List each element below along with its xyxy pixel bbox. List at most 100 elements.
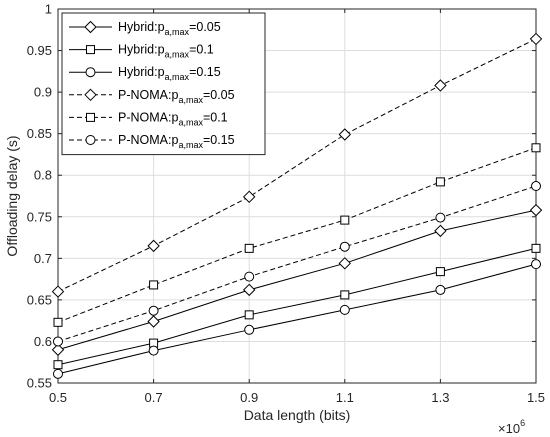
data-point-marker [529,32,543,46]
data-point-marker [531,181,541,192]
data-point-marker [148,305,159,316]
data-point-marker [244,271,255,282]
legend-entry: Hybrid:pa,max=0.15 [69,65,221,82]
legend-entry: Hybrid:pa,max=0.1 [69,43,214,60]
data-point-marker [340,290,350,300]
data-point-marker [242,283,256,297]
series-3 [53,259,541,379]
data-point-marker [53,336,63,347]
data-point-marker [338,128,352,141]
y-tick-label: 0.95 [27,43,52,58]
legend-box [61,12,266,156]
y-tick-label: 0.65 [27,292,52,307]
legend-marker [86,112,95,122]
legend-label: Hybrid:pa,max=0.1 [118,43,214,60]
data-point-marker [435,267,445,277]
series-line [57,247,537,366]
x-tick-label: 0.7 [145,390,163,405]
legend-marker [85,67,96,78]
legend-label-value: =0.1 [189,43,214,57]
series-5 [53,143,541,327]
series-group [51,32,543,379]
y-tick-label: 0.75 [27,209,52,224]
legend-label-main: Hybrid:p [118,20,165,34]
legend-marker [84,20,97,34]
series-line [57,209,537,351]
data-point-marker [529,203,543,217]
plot-area [57,8,537,384]
data-point-marker [148,345,159,356]
y-axis-label: Offloading delay (s) [4,135,20,256]
legend-label-subscript: a,max [178,140,203,150]
legend-marker [86,45,95,55]
x-axis-label: Data length (bits) [244,407,351,423]
x-tick-label: 1.3 [431,390,449,405]
legend-label-main: Hybrid:p [118,43,165,57]
x-tick-label: 1.5 [527,390,545,405]
legend-label-main: P-NOMA:p [118,133,178,147]
axis-ticks: 0.55 0.6 0.65 0.7 0.75 0.8 0.85 0.9 0.95 1 0.5 0.7 0… [27,2,545,406]
series-6 [53,181,541,347]
data-point-marker [53,368,63,379]
series-line [57,263,537,375]
data-point-marker [435,177,445,187]
legend-label-main: Hybrid:p [118,65,165,79]
legend-entry: P-NOMA:pa,max=0.15 [69,133,235,150]
legend-marker [84,88,97,102]
legend-label-subscript: a,max [165,50,190,60]
data-point-marker [435,284,446,295]
y-tick-label: 0.85 [27,126,52,141]
series-line [57,185,537,342]
legend-label: Hybrid:pa,max=0.15 [118,65,221,82]
legend-label: P-NOMA:pa,max=0.05 [118,88,235,105]
legend-marker [85,135,96,145]
data-point-marker [53,317,63,327]
series-line [57,147,537,323]
y-tick-label: 0.55 [27,376,52,391]
data-point-marker [435,212,446,223]
legend-label-value: =0.05 [203,88,235,102]
legend-label-value: =0.1 [203,110,228,124]
data-point-marker [244,243,254,253]
data-point-marker [434,224,447,238]
legend-label-value: =0.05 [189,20,221,34]
legend-label-main: P-NOMA:p [118,110,178,124]
x-multiplier-exponent: 6 [520,418,525,428]
series-1 [51,203,543,356]
y-tick-label: 0.6 [34,334,52,349]
data-point-marker [53,360,63,370]
legend-label: P-NOMA:pa,max=0.15 [118,133,235,150]
data-point-marker [149,280,159,290]
data-point-marker [339,241,350,252]
data-point-marker [51,343,65,356]
data-point-marker [147,239,160,253]
x-tick-label: 0.5 [49,390,67,405]
legend-label-subscript: a,max [165,27,190,37]
x-axis-multiplier: ×106 [498,418,525,436]
y-tick-label: 0.9 [34,85,52,100]
data-point-marker [147,315,160,328]
legend-entry: Hybrid:pa,max=0.05 [69,20,221,37]
data-point-marker [434,79,447,92]
y-tick-label: 1 [45,2,52,17]
y-tick-label: 0.8 [34,168,52,183]
x-tick-label: 1.1 [336,390,354,405]
x-multiplier-base: ×10 [498,421,520,436]
data-point-marker [531,243,541,253]
data-point-marker [340,215,350,225]
legend-label: Hybrid:pa,max=0.05 [118,20,221,37]
data-point-marker [338,257,352,270]
legend-label-main: P-NOMA:p [118,88,178,102]
legend-label-subscript: a,max [165,72,190,82]
series-line [57,38,537,293]
data-point-marker [531,143,541,153]
legend-label: P-NOMA:pa,max=0.1 [118,110,228,127]
legend-label-value: =0.15 [189,65,221,79]
x-tick-label: 0.9 [240,390,258,405]
legend-label-subscript: a,max [178,95,203,105]
y-tick-label: 0.7 [34,251,52,266]
data-point-marker [51,285,65,298]
series-4 [51,32,543,298]
legend-label-subscript: a,max [178,117,203,127]
